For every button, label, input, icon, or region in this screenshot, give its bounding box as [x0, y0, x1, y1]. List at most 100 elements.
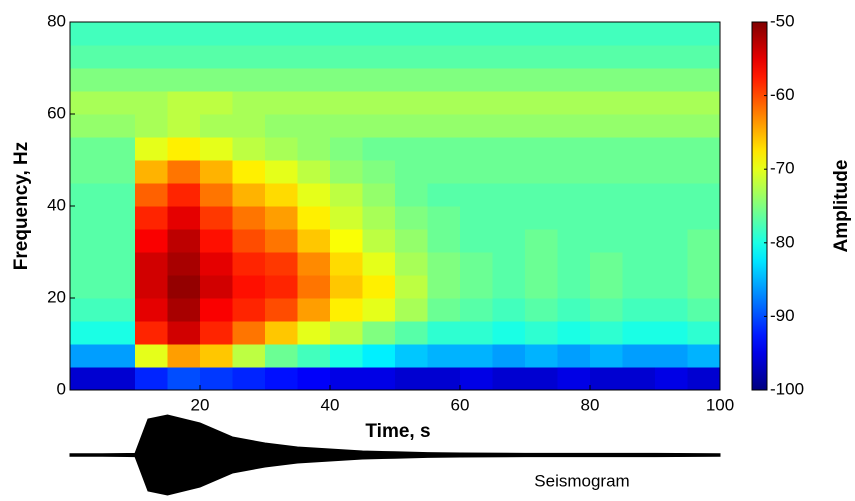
cell: [557, 183, 591, 207]
cell: [622, 275, 656, 299]
cell: [525, 160, 558, 184]
cell: [265, 229, 298, 253]
cell: [200, 229, 233, 253]
cell: [200, 22, 233, 46]
cell: [655, 298, 688, 322]
cell: [622, 22, 656, 46]
cell: [102, 275, 136, 299]
cell: [135, 137, 168, 161]
cell: [427, 367, 461, 391]
cell: [395, 114, 428, 138]
cell: [492, 183, 526, 207]
cell: [167, 114, 201, 138]
cell: [330, 91, 363, 115]
cell: [362, 160, 396, 184]
cell: [135, 183, 168, 207]
cell: [265, 22, 298, 46]
cell: [70, 91, 103, 115]
cell: [525, 229, 558, 253]
cell: [330, 321, 363, 345]
cell: [102, 45, 136, 69]
cell: [590, 344, 623, 368]
cell: [70, 160, 103, 184]
cell: [167, 229, 201, 253]
cell: [70, 183, 103, 207]
cell: [557, 344, 591, 368]
cell: [557, 229, 591, 253]
cell: [687, 367, 721, 391]
cell: [492, 321, 526, 345]
cell: [135, 321, 168, 345]
cell: [167, 45, 201, 69]
cell: [362, 367, 396, 391]
cell: [622, 45, 656, 69]
cell: [167, 275, 201, 299]
y-tick-label: 40: [47, 195, 66, 214]
cell: [167, 22, 201, 46]
cell: [460, 206, 493, 230]
cell: [135, 206, 168, 230]
cell: [297, 321, 331, 345]
cell: [265, 298, 298, 322]
y-tick-label: 0: [57, 379, 66, 398]
cell: [460, 229, 493, 253]
cell: [427, 229, 461, 253]
cell: [557, 91, 591, 115]
cell: [232, 367, 266, 391]
cell: [297, 275, 331, 299]
cell: [135, 252, 168, 276]
cell: [362, 344, 396, 368]
cell: [525, 344, 558, 368]
cell: [622, 68, 656, 92]
cell: [70, 45, 103, 69]
cell: [200, 298, 233, 322]
cell: [687, 160, 721, 184]
cell: [232, 160, 266, 184]
cell: [655, 114, 688, 138]
cell: [330, 45, 363, 69]
cell: [655, 229, 688, 253]
cell: [395, 206, 428, 230]
cell: [427, 22, 461, 46]
cell: [167, 91, 201, 115]
cell: [590, 275, 623, 299]
colorbar: [751, 21, 768, 391]
cell: [557, 298, 591, 322]
cell: [297, 137, 331, 161]
cell: [655, 68, 688, 92]
cell: [395, 45, 428, 69]
cell: [460, 22, 493, 46]
cell: [395, 252, 428, 276]
cell: [70, 114, 103, 138]
cell: [265, 45, 298, 69]
cell: [622, 114, 656, 138]
cell: [70, 367, 103, 391]
cell: [395, 321, 428, 345]
cell: [265, 91, 298, 115]
y-tick-label: 20: [47, 287, 66, 306]
cell: [135, 298, 168, 322]
cell: [622, 367, 656, 391]
x-tick-label: 20: [191, 395, 210, 414]
cell: [687, 22, 721, 46]
cell: [622, 160, 656, 184]
cell: [70, 137, 103, 161]
cell: [102, 114, 136, 138]
cell: [460, 114, 493, 138]
cell: [492, 367, 526, 391]
cell: [297, 45, 331, 69]
cell: [167, 68, 201, 92]
cell: [167, 137, 201, 161]
colorbar-tick-label: -70: [770, 159, 795, 178]
cell: [492, 229, 526, 253]
cell: [427, 275, 461, 299]
cell: [297, 206, 331, 230]
cell: [525, 252, 558, 276]
cell: [330, 298, 363, 322]
cell: [557, 275, 591, 299]
cell: [590, 367, 623, 391]
cell: [200, 183, 233, 207]
cell: [655, 137, 688, 161]
cell: [655, 321, 688, 345]
cell: [557, 45, 591, 69]
